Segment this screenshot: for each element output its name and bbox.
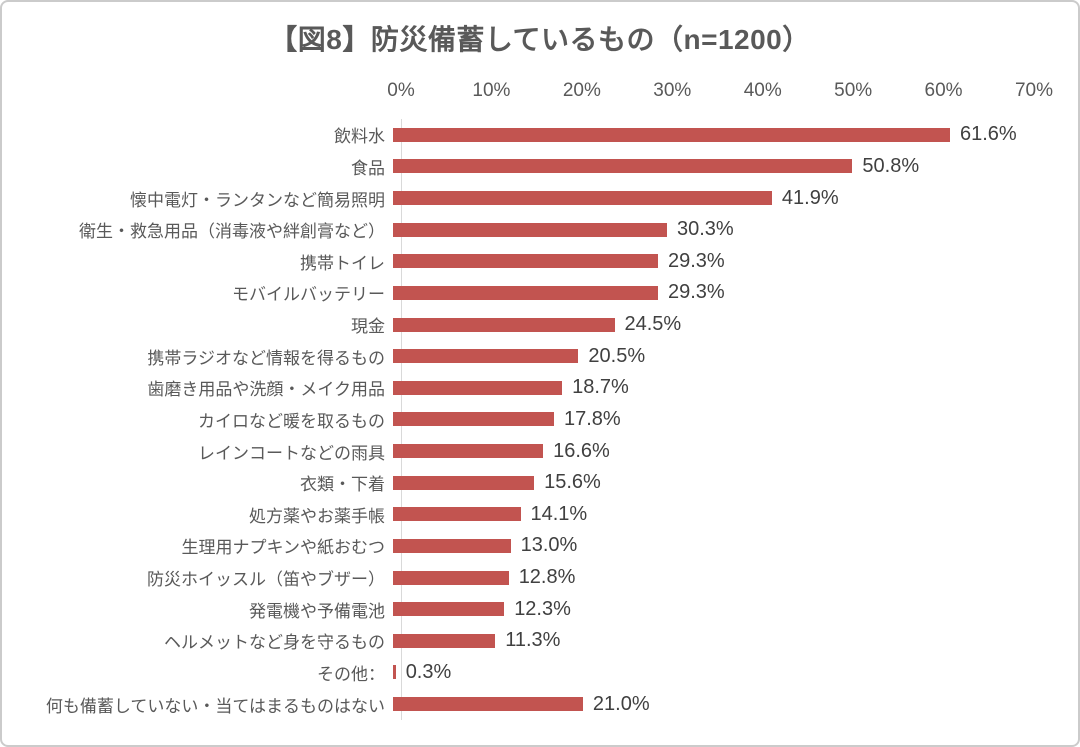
bar-row: 衛生・救急用品（消毒液や絆創膏など） 30.3%: [2, 214, 1078, 246]
category-label: その他：: [317, 664, 385, 684]
category-label: 防災ホイッスル（笛やブザー）: [147, 570, 385, 590]
bar-row: 携帯ラジオなど情報を得るもの 20.5%: [2, 340, 1078, 372]
value-label: 50.8%: [862, 154, 920, 177]
value-label: 24.5%: [624, 313, 682, 336]
value-label: 61.6%: [960, 123, 1017, 146]
category-label: 衛生・救急用品（消毒液や絆創膏など）: [79, 222, 385, 242]
value-label: 17.8%: [564, 407, 621, 430]
category-label: 発電機や予備電池: [249, 601, 385, 621]
category-label: 何も備蓄していない・当てはまるものはない: [45, 696, 385, 716]
bar: [393, 159, 853, 174]
category-label: 携帯ラジオなど情報を得るもの: [147, 348, 385, 368]
value-label: 29.3%: [668, 281, 725, 304]
bar: [393, 475, 535, 490]
bar: [393, 538, 511, 553]
value-label: 21.0%: [592, 692, 650, 715]
bar: [393, 127, 950, 142]
bar-row: 防災ホイッスル（笛やブザー） 12.8%: [2, 562, 1078, 594]
bar: [393, 507, 521, 522]
bar-row: 歯磨き用品や洗顔・メイク用品 18.7%: [2, 372, 1078, 404]
x-axis-tick-label: 10%: [472, 80, 511, 101]
bar-row: 食品 50.8%: [2, 151, 1078, 183]
bar: [393, 317, 615, 332]
category-label: 処方薬やお薬手帳: [249, 506, 385, 526]
x-axis-tick-label: 30%: [653, 80, 692, 101]
bar-row: モバイルバッテリー 29.3%: [2, 277, 1078, 309]
bar-row: 携帯トイレ 29.3%: [2, 246, 1078, 278]
bar-row: ヘルメットなど身を守るもの 11.3%: [2, 625, 1078, 657]
value-label: 18.7%: [572, 376, 629, 399]
value-label: 20.5%: [588, 344, 646, 367]
bar: [393, 254, 658, 269]
value-label: 12.3%: [514, 597, 571, 620]
category-label: モバイルバッテリー: [232, 285, 385, 305]
chart-title: 【図8】防災備蓄しているもの（n=1200）: [269, 24, 811, 55]
category-label: 食品: [351, 158, 385, 178]
bar: [393, 570, 509, 585]
bar: [393, 222, 667, 237]
bar: [393, 697, 583, 712]
value-label: 12.8%: [518, 566, 576, 589]
bar-row: 発電機や予備電池 12.3%: [2, 593, 1078, 625]
bar: [393, 444, 544, 459]
bar: [393, 285, 658, 300]
category-label: 衣類・下着: [300, 475, 385, 495]
category-label: 生理用ナプキンや紙おむつ: [181, 538, 386, 558]
value-label: 41.9%: [781, 186, 839, 209]
category-label: カイロなど暖を取るもの: [198, 411, 385, 431]
category-label: 飲料水: [334, 127, 385, 147]
bar: [393, 602, 505, 617]
category-label: 懐中電灯・ランタンなど簡易照明: [130, 190, 385, 210]
x-axis-tick-label: 20%: [562, 80, 601, 101]
bar: [393, 412, 554, 427]
bar: [393, 191, 772, 206]
x-axis-tick-label: 0%: [387, 80, 415, 101]
x-axis-tick-label: 40%: [743, 80, 782, 101]
value-label: 29.3%: [668, 249, 725, 272]
bar-row: 飲料水 61.6%: [2, 119, 1078, 151]
category-label: 携帯トイレ: [300, 253, 385, 273]
value-label: 15.6%: [544, 471, 601, 494]
bar-rows: 飲料水 61.6% 食品 50.8% 懐中電灯・ランタンなど簡易照明 41.9% 衛生・救急…: [2, 119, 1078, 720]
value-label: 14.1%: [530, 502, 588, 525]
value-label: 0.3%: [405, 660, 452, 683]
bar-row: 衣類・下着 15.6%: [2, 467, 1078, 499]
value-label: 16.6%: [553, 439, 610, 462]
category-label: ヘルメットなど身を守るもの: [164, 633, 385, 653]
bar: [393, 380, 563, 395]
x-axis: 0% 10% 20% 30% 40% 50% 60% 70%: [387, 80, 1053, 104]
value-label: 13.0%: [520, 534, 578, 557]
bar-row: カイロなど暖を取るもの 17.8%: [2, 404, 1078, 436]
category-label: レインコートなどの雨具: [198, 443, 385, 463]
x-axis-tick-label: 50%: [834, 80, 873, 101]
category-label: 歯磨き用品や洗顔・メイク用品: [147, 380, 385, 400]
bar-row: 何も備蓄していない・当てはまるものはない 21.0%: [2, 688, 1078, 720]
value-label: 30.3%: [677, 218, 734, 241]
category-label: 現金: [351, 317, 385, 337]
bar-row: 生理用ナプキンや紙おむつ 13.0%: [2, 530, 1078, 562]
bar-row: 現金 24.5%: [2, 309, 1078, 341]
bar: [393, 633, 496, 648]
x-axis-tick-label: 70%: [1014, 80, 1054, 101]
bar: [393, 665, 396, 680]
bar-row: レインコートなどの雨具 16.6%: [2, 435, 1078, 467]
bar: [393, 349, 579, 364]
value-label: 11.3%: [505, 629, 561, 652]
bar-row: 処方薬やお薬手帳 14.1%: [2, 499, 1078, 531]
bar-row: 懐中電灯・ランタンなど簡易照明 41.9%: [2, 182, 1078, 214]
bar-row: その他： 0.3%: [2, 657, 1078, 689]
x-axis-tick-label: 60%: [924, 80, 963, 101]
